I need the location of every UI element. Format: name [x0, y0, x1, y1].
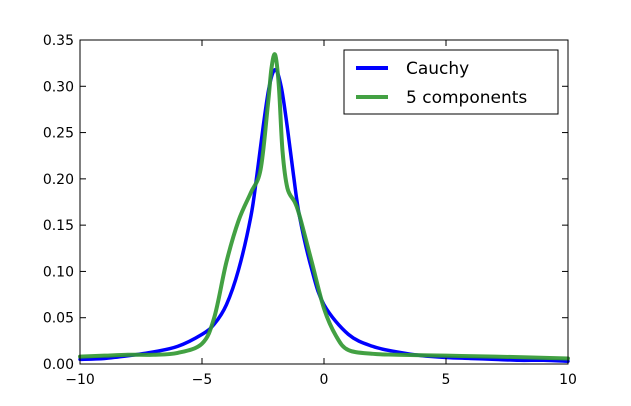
y-tick-label: 0.30: [43, 79, 74, 95]
x-tick-label: 0: [320, 372, 329, 388]
legend-label: Cauchy: [406, 59, 469, 79]
x-tick-label: −5: [192, 372, 213, 388]
tick-layer: −10 −5 0 5 10 0.00 0.05 0.10 0.15 0.20 0.25 0.30 0.3…: [43, 33, 577, 388]
y-tick-label: 0.00: [43, 357, 74, 373]
legend-box: [343, 49, 559, 115]
y-tick-label: 0.05: [43, 311, 74, 327]
y-tick-label: 0.10: [43, 264, 74, 280]
x-tick-label: 5: [442, 372, 451, 388]
legend-label: 5 components: [406, 88, 527, 108]
x-tick-label: 10: [559, 372, 577, 388]
series-layer: [78, 52, 570, 363]
legend: Cauchy 5 components: [343, 49, 559, 115]
series-line-5-components: [78, 52, 570, 361]
y-tick-label: 0.25: [43, 126, 74, 142]
y-tick-label: 0.35: [43, 33, 74, 49]
x-tick-label: −10: [65, 372, 95, 388]
y-tick-label: 0.20: [43, 172, 74, 188]
y-tick-label: 0.15: [43, 218, 74, 234]
